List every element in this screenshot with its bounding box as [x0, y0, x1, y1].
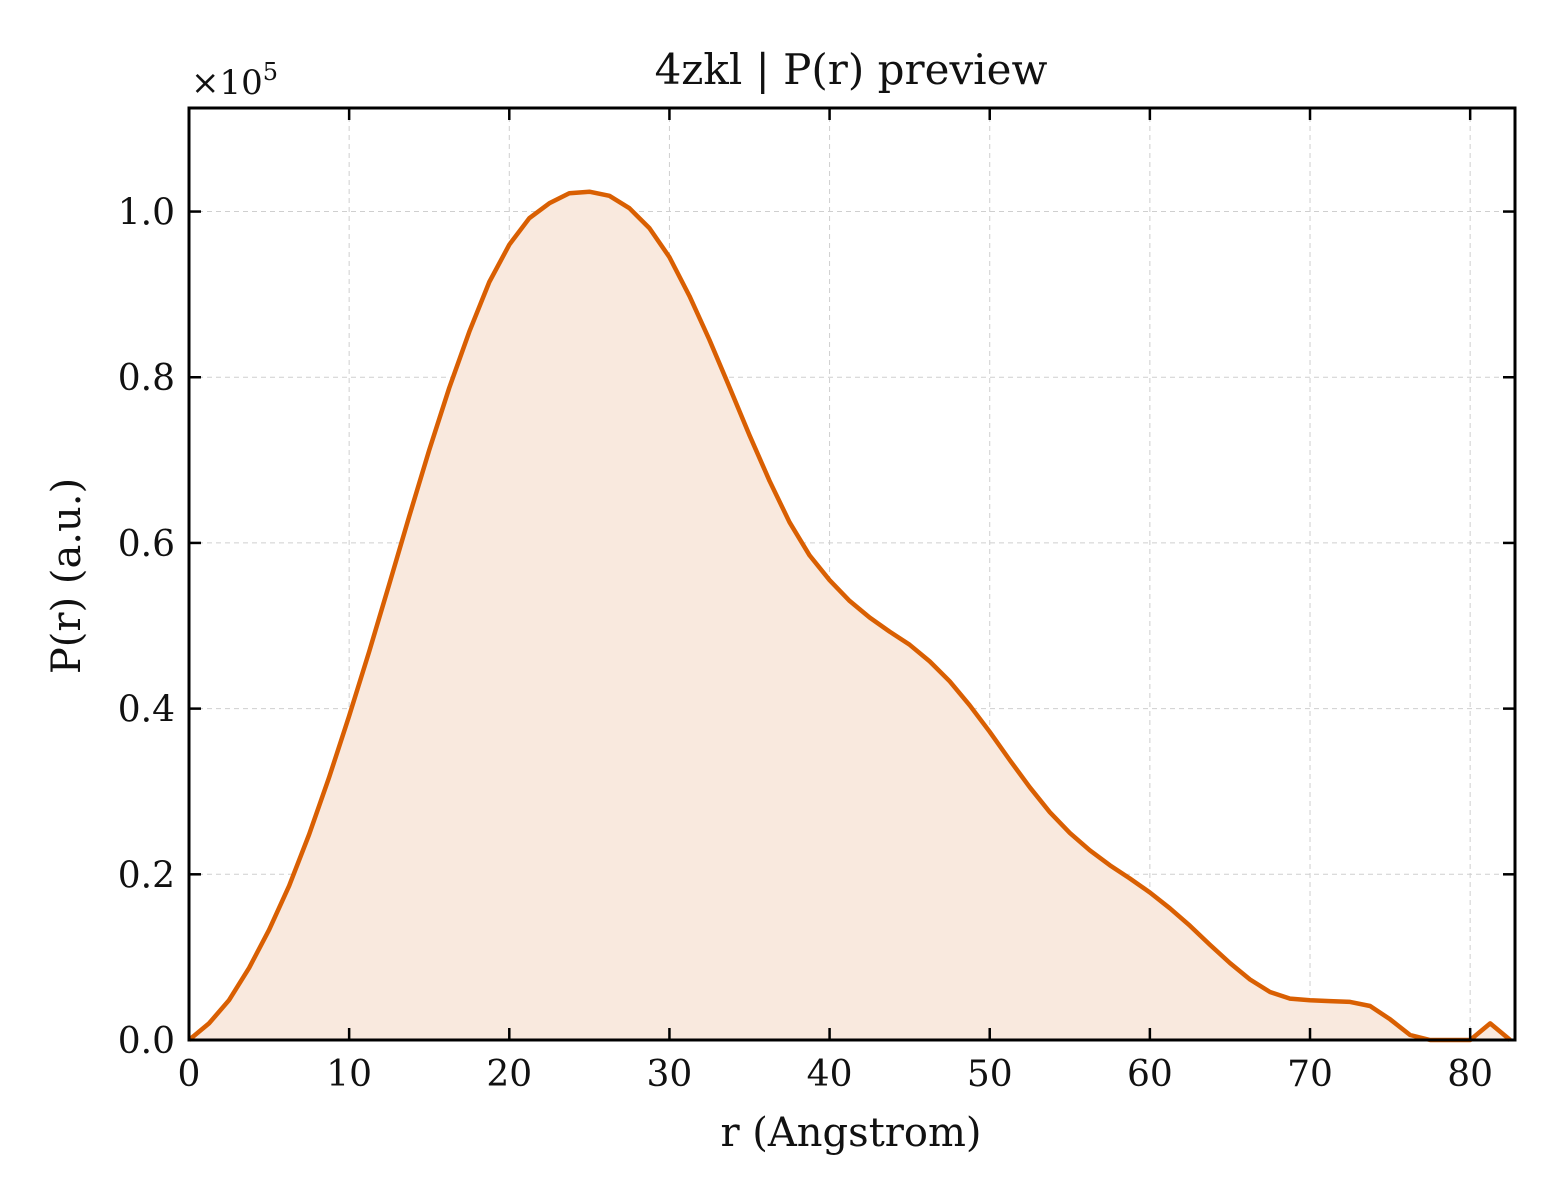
axis-ticks: 0 10 20 30 40 50 60 70 80 0.0 0.2 0.4 0.6 0.8 1.0 — [118, 108, 1515, 1095]
y-tick-label: 0.4 — [118, 690, 175, 731]
y-tick-label: 0.2 — [118, 855, 175, 896]
x-tick-label: 50 — [967, 1054, 1013, 1095]
y-axis-label: P(r) (a.u.) — [44, 478, 90, 674]
y-tick-label: 0.8 — [118, 358, 175, 399]
pr-area-fill — [189, 191, 1511, 1040]
x-tick-label: 80 — [1447, 1054, 1493, 1095]
x-tick-label: 70 — [1287, 1054, 1333, 1095]
x-tick-label: 60 — [1127, 1054, 1173, 1095]
x-tick-label: 40 — [807, 1054, 853, 1095]
pr-curve-line — [187, 189, 1512, 1043]
y-axis-multiplier-base: ×10 — [191, 63, 263, 103]
x-tick-label: 0 — [178, 1054, 201, 1095]
y-tick-label: 0.6 — [118, 524, 175, 565]
y-axis-multiplier-exponent: 5 — [263, 58, 278, 86]
y-axis-multiplier: ×105 — [191, 58, 278, 103]
chart-title: 4zkl | P(r) preview — [655, 45, 1048, 94]
y-tick-label: 1.0 — [118, 193, 175, 234]
x-axis-label: r (Angstrom) — [720, 1110, 981, 1156]
x-tick-label: 10 — [326, 1054, 372, 1095]
x-tick-label: 20 — [486, 1054, 532, 1095]
y-tick-label: 0.0 — [118, 1021, 175, 1062]
plot-frame — [187, 106, 1517, 1042]
x-tick-label: 30 — [647, 1054, 693, 1095]
